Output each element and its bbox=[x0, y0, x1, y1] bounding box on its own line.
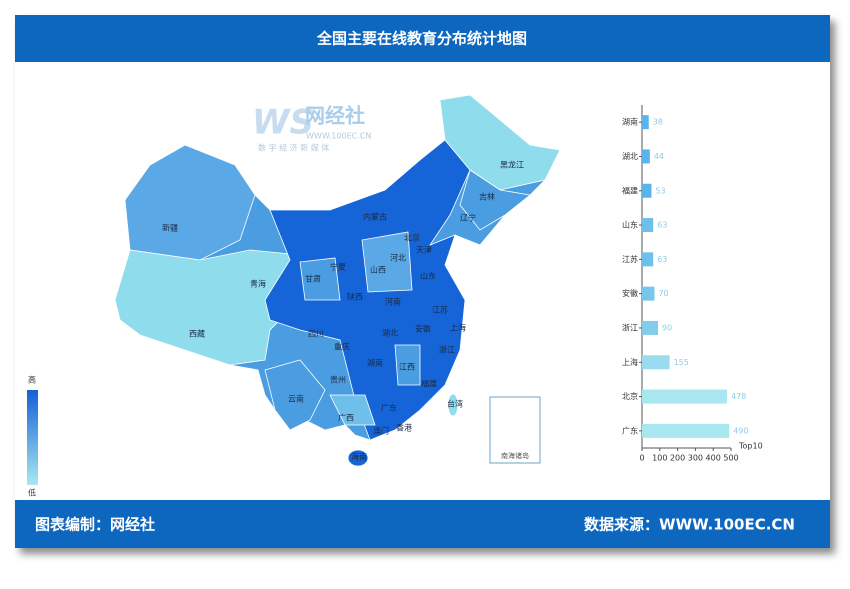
region-jiangxi bbox=[394, 344, 421, 386]
x-tick-label: 500 bbox=[723, 454, 738, 463]
inset-label: 南海诸岛 bbox=[501, 451, 529, 460]
province-label: 四川 bbox=[308, 330, 324, 339]
x-tick-label: 200 bbox=[670, 454, 685, 463]
value-label: 478 bbox=[731, 392, 746, 401]
province-label: 海南 bbox=[351, 452, 367, 462]
value-label: 44 bbox=[654, 152, 664, 161]
y-tick-label: 山东 bbox=[622, 220, 638, 230]
province-label: 福建 bbox=[421, 379, 437, 389]
province-label: 广东 bbox=[381, 403, 397, 413]
province-label: 湖北 bbox=[382, 329, 398, 338]
x-tick-label: 100 bbox=[652, 454, 667, 463]
title: 全国主要在线教育分布统计地图 bbox=[316, 30, 527, 48]
province-label: 天津 bbox=[416, 245, 432, 255]
value-label: 155 bbox=[674, 358, 689, 367]
province-label: 宁夏 bbox=[330, 262, 346, 272]
bar bbox=[642, 149, 650, 164]
province-label: 广西 bbox=[338, 413, 354, 423]
bar bbox=[642, 115, 649, 130]
x-tick-label: 400 bbox=[706, 454, 721, 463]
region-north bbox=[361, 231, 413, 293]
value-label: 38 bbox=[653, 118, 663, 127]
hainan bbox=[347, 449, 369, 467]
province-label: 新疆 bbox=[162, 223, 178, 233]
x-tick-label: 300 bbox=[688, 454, 703, 463]
y-tick-label: 湖南 bbox=[622, 117, 638, 127]
province-label: 香港 bbox=[396, 423, 412, 433]
province-label: 安徽 bbox=[415, 324, 431, 334]
bar bbox=[642, 355, 670, 370]
legend-gradient bbox=[27, 390, 38, 485]
x-tick-label: 0 bbox=[639, 454, 644, 463]
logo-name: 网经社 bbox=[305, 104, 365, 128]
province-label: 重庆 bbox=[334, 342, 350, 352]
logo-mark: WS bbox=[252, 103, 314, 143]
value-label: 53 bbox=[655, 186, 665, 195]
region-yunnan bbox=[264, 359, 326, 431]
y-tick-label: 福建 bbox=[622, 185, 638, 195]
region-jilin bbox=[459, 169, 531, 231]
legend-high: 高 bbox=[28, 375, 36, 385]
footer-right: 数据来源：WWW.100EC.CN bbox=[584, 516, 795, 534]
province-label: 台湾 bbox=[447, 399, 463, 409]
bar bbox=[642, 389, 728, 404]
map bbox=[114, 94, 561, 467]
province-label: 青海 bbox=[250, 279, 266, 289]
province-label: 西藏 bbox=[189, 329, 205, 339]
region-xinjiang bbox=[124, 144, 256, 261]
header-bar bbox=[15, 15, 830, 62]
bar bbox=[642, 218, 654, 233]
region-gansu bbox=[299, 257, 341, 301]
province-label: 吉林 bbox=[479, 192, 495, 202]
x-axis-label: Top10 bbox=[738, 442, 763, 451]
province-label: 陕西 bbox=[347, 292, 363, 302]
province-label: 浙江 bbox=[439, 345, 455, 355]
value-label: 70 bbox=[658, 289, 668, 298]
y-tick-label: 上海 bbox=[622, 357, 638, 367]
y-tick-label: 江苏 bbox=[622, 254, 638, 264]
value-label: 90 bbox=[662, 323, 672, 332]
province-label: 辽宁 bbox=[460, 213, 476, 223]
province-label: 北京 bbox=[404, 233, 420, 243]
bar bbox=[642, 423, 730, 438]
inset-box bbox=[489, 396, 541, 464]
y-tick-label: 浙江 bbox=[622, 322, 638, 332]
province-label: 山西 bbox=[370, 265, 386, 275]
province-label: 甘肃 bbox=[305, 274, 321, 284]
bar bbox=[642, 252, 654, 267]
province-label: 上海 bbox=[450, 323, 466, 333]
province-label: 黑龙江 bbox=[500, 160, 524, 170]
province-label: 江苏 bbox=[432, 305, 448, 315]
province-label: 云南 bbox=[288, 394, 304, 404]
value-label: 63 bbox=[657, 221, 667, 230]
province-label: 澳门 bbox=[373, 426, 389, 436]
footer-bar bbox=[15, 500, 830, 548]
province-label: 贵州 bbox=[330, 375, 346, 385]
logo-slogan: 数 字 经 济 新 媒 体 bbox=[258, 143, 329, 153]
footer-left: 图表编制：网经社 bbox=[35, 516, 155, 534]
province-label: 河北 bbox=[390, 253, 406, 263]
y-tick-label: 湖北 bbox=[622, 152, 638, 161]
value-label: 63 bbox=[657, 255, 667, 264]
y-tick-label: 广东 bbox=[622, 425, 638, 435]
bar bbox=[642, 320, 659, 335]
province-label: 江西 bbox=[399, 363, 415, 372]
bar bbox=[642, 286, 655, 301]
y-tick-label: 北京 bbox=[622, 391, 638, 401]
region-guangxi bbox=[329, 394, 376, 426]
province-label: 湖南 bbox=[367, 358, 383, 368]
logo-url: WWW.100EC.CN bbox=[306, 132, 371, 141]
province-label: 河南 bbox=[385, 297, 401, 307]
province-label: 山东 bbox=[420, 271, 436, 281]
province-label: 内蒙古 bbox=[363, 212, 387, 222]
bar bbox=[642, 183, 652, 198]
value-label: 490 bbox=[733, 426, 748, 435]
y-tick-label: 安徽 bbox=[622, 288, 638, 298]
legend-low: 低 bbox=[28, 488, 36, 498]
taiwan bbox=[447, 393, 459, 417]
